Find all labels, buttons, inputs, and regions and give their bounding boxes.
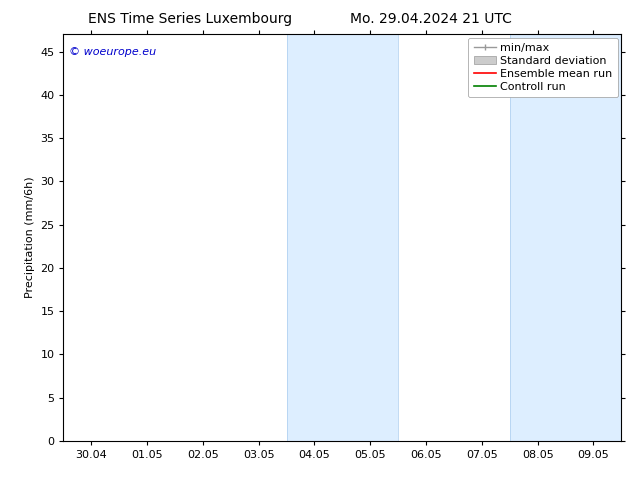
Legend: min/max, Standard deviation, Ensemble mean run, Controll run: min/max, Standard deviation, Ensemble me…: [468, 38, 618, 97]
Text: Mo. 29.04.2024 21 UTC: Mo. 29.04.2024 21 UTC: [350, 12, 512, 26]
Y-axis label: Precipitation (mm/6h): Precipitation (mm/6h): [25, 177, 35, 298]
Bar: [287, 34, 398, 441]
Text: © woeurope.eu: © woeurope.eu: [69, 47, 156, 56]
Bar: [510, 34, 621, 441]
Text: ENS Time Series Luxembourg: ENS Time Series Luxembourg: [88, 12, 292, 26]
